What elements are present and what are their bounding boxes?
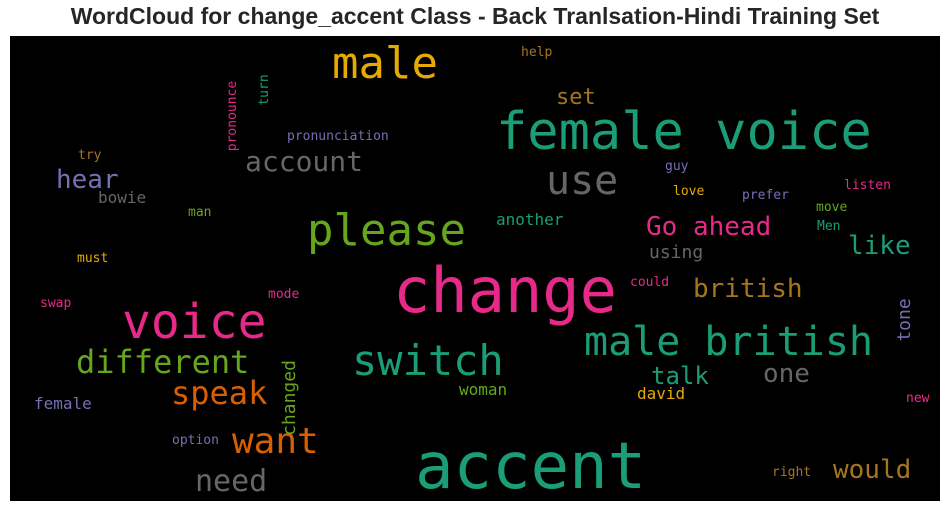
word-right: right xyxy=(772,465,811,480)
word-pronunciation: pronunciation xyxy=(287,129,389,144)
word-love: love xyxy=(673,184,704,199)
word-prefer: prefer xyxy=(742,188,789,203)
word-different: different xyxy=(76,343,249,381)
word-go-ahead: Go ahead xyxy=(646,212,771,242)
word-need: need xyxy=(195,464,267,499)
word-male-british: male british xyxy=(584,319,873,365)
word-use: use xyxy=(546,158,618,204)
word-accent: accent xyxy=(415,430,646,501)
word-woman: woman xyxy=(459,380,507,399)
word-men: Men xyxy=(817,219,840,234)
word-speak: speak xyxy=(171,374,267,412)
word-help: help xyxy=(521,45,552,60)
word-changed: changed xyxy=(279,360,300,436)
word-please: please xyxy=(307,205,466,256)
word-female: female xyxy=(34,394,92,413)
word-turn: turn xyxy=(257,74,272,105)
word-listen: listen xyxy=(844,178,891,193)
word-option: option xyxy=(172,433,219,448)
word-move: move xyxy=(816,200,847,215)
word-female-voice: female voice xyxy=(496,102,872,162)
word-male: male xyxy=(332,38,438,89)
word-hear: hear xyxy=(56,165,119,195)
word-like: like xyxy=(848,231,911,261)
word-account: account xyxy=(245,145,363,178)
word-switch: switch xyxy=(352,336,504,385)
word-new: new xyxy=(906,391,930,406)
wordcloud-background xyxy=(10,36,940,501)
word-change: change xyxy=(393,254,617,327)
word-david: david xyxy=(637,384,685,403)
word-british: british xyxy=(693,274,803,304)
word-using: using xyxy=(649,242,703,263)
word-another: another xyxy=(496,210,564,229)
word-swap: swap xyxy=(40,296,71,311)
word-pronounce: pronounce xyxy=(225,81,240,152)
word-would: would xyxy=(833,455,911,485)
word-want: want xyxy=(232,421,319,462)
word-mode: mode xyxy=(268,287,299,302)
chart-title: WordCloud for change_accent Class - Back… xyxy=(70,3,880,29)
word-tone: tone xyxy=(894,298,915,341)
word-voice: voice xyxy=(122,294,267,350)
word-one: one xyxy=(763,359,810,389)
word-man: man xyxy=(188,205,211,220)
word-bowie: bowie xyxy=(98,188,146,207)
word-try: try xyxy=(78,148,102,163)
word-could: could xyxy=(630,275,669,290)
word-must: must xyxy=(77,251,108,266)
word-talk: talk xyxy=(651,362,709,390)
wordcloud-words: accent change female voice male voice male br… xyxy=(34,38,930,501)
word-set: set xyxy=(556,85,596,110)
wordcloud-canvas: accent change female voice male voice male br… xyxy=(10,36,940,501)
word-guy: guy xyxy=(665,159,689,174)
